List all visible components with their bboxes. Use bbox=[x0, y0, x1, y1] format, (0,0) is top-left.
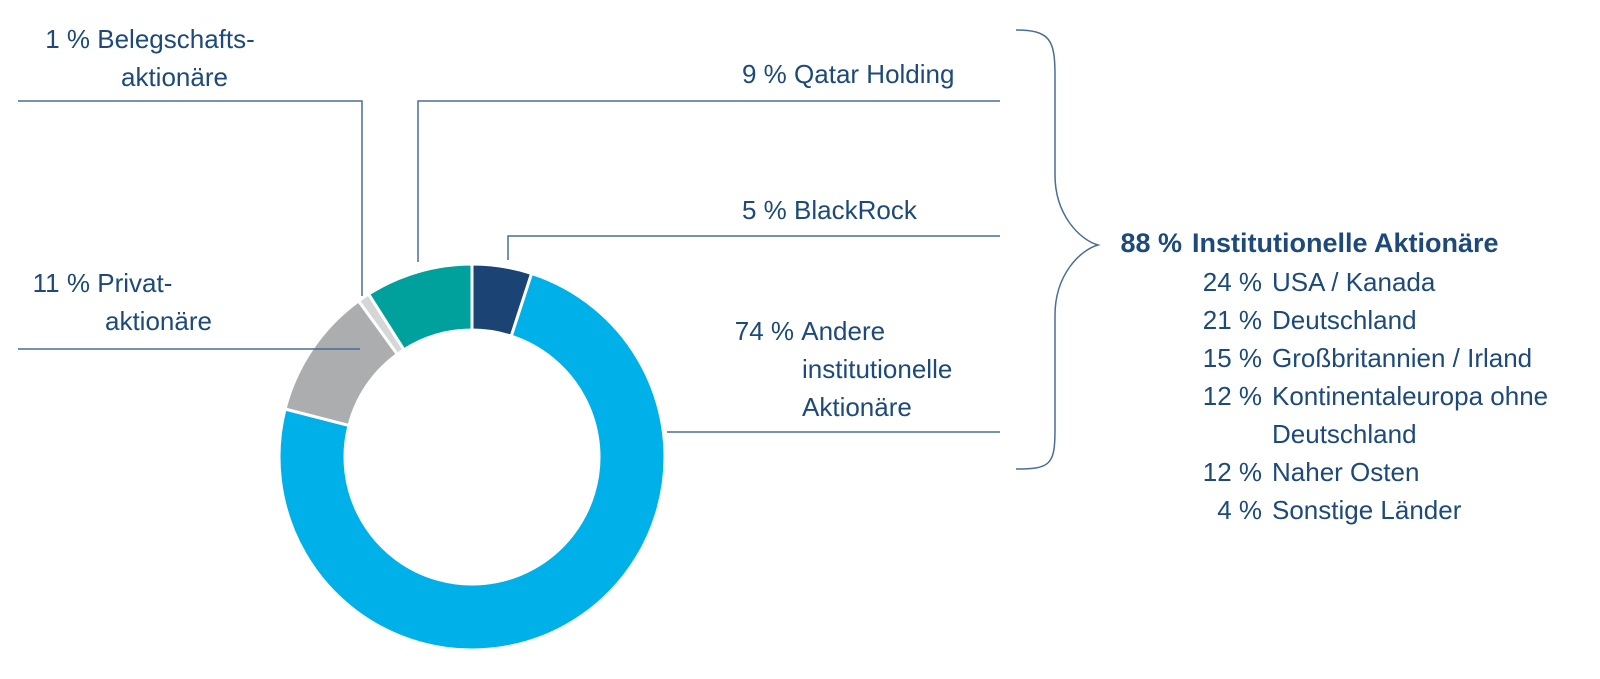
region-pct: 21 % bbox=[1202, 305, 1262, 335]
region-pct: 24 % bbox=[1202, 267, 1262, 297]
region-name: Naher Osten bbox=[1272, 457, 1420, 487]
region-pct: 4 % bbox=[1217, 495, 1262, 525]
label-pct: 1 % bbox=[45, 24, 90, 54]
curly-brace bbox=[1015, 29, 1101, 470]
donut-segment-andere-institutionelle-aktion-re bbox=[277, 271, 667, 652]
region-row: 21 % Deutschland bbox=[1190, 301, 1562, 339]
region-name: Deutschland bbox=[1272, 305, 1417, 335]
region-name: USA / Kanada bbox=[1272, 267, 1436, 297]
label-belegschaft: 1 % Belegschafts- aktionäre bbox=[30, 20, 255, 96]
label-text: Aktionäre bbox=[802, 392, 912, 422]
institutional-pct: 88 % bbox=[1120, 228, 1182, 258]
region-name: Sonstige Länder bbox=[1272, 495, 1462, 525]
region-pct: 12 % bbox=[1202, 381, 1262, 411]
region-row: 15 % Großbritannien / Irland bbox=[1190, 339, 1562, 377]
region-pct: 15 % bbox=[1202, 343, 1262, 373]
leader-lines bbox=[18, 29, 1101, 470]
region-pct: 12 % bbox=[1202, 457, 1262, 487]
label-pct: 9 % bbox=[742, 59, 787, 89]
institutional-breakdown: 88 % Institutionelle Aktionäre 24 % USA / … bbox=[1110, 223, 1562, 529]
label-blackrock: 5 % BlackRock bbox=[742, 191, 917, 229]
region-name: Kontinentaleuropa ohne Deutschland bbox=[1272, 381, 1549, 449]
donut-segment-qatar-holding bbox=[366, 262, 474, 352]
label-privat: 11 % Privat- aktionäre bbox=[16, 264, 212, 340]
leader-line-blackrock bbox=[507, 235, 1000, 260]
institutional-label: Institutionelle Aktionäre bbox=[1192, 228, 1499, 258]
label-text: Andere bbox=[801, 316, 886, 346]
label-text: institutionelle bbox=[802, 354, 953, 384]
label-text: aktionäre bbox=[105, 306, 212, 336]
label-pct: 74 % bbox=[734, 316, 794, 346]
institutional-title: 88 % Institutionelle Aktionäre bbox=[1110, 223, 1562, 263]
label-text: Privat- bbox=[97, 268, 173, 298]
label-text: Qatar Holding bbox=[794, 59, 955, 89]
label-pct: 11 % bbox=[32, 268, 90, 298]
label-text: Belegschafts- bbox=[97, 24, 255, 54]
region-row: 4 % Sonstige Länder bbox=[1190, 491, 1562, 529]
label-qatar: 9 % Qatar Holding bbox=[742, 55, 954, 93]
label-text: aktionäre bbox=[121, 62, 228, 92]
label-andere: 74 % Andere institutionelle Aktionäre bbox=[724, 312, 953, 426]
donut-segments bbox=[277, 262, 667, 652]
leader-line-belegschaft bbox=[18, 100, 363, 296]
region-row: 12 % Kontinentaleuropa ohne Deutschland bbox=[1190, 377, 1562, 453]
leader-line-qatar bbox=[417, 100, 1000, 262]
region-list: 24 % USA / Kanada 21 % Deutschland 15 % Großb… bbox=[1110, 263, 1562, 529]
label-text: BlackRock bbox=[794, 195, 917, 225]
region-row: 24 % USA / Kanada bbox=[1190, 263, 1562, 301]
region-row: 12 % Naher Osten bbox=[1190, 453, 1562, 491]
region-name: Großbritannien / Irland bbox=[1272, 343, 1533, 373]
label-pct: 5 % bbox=[742, 195, 787, 225]
